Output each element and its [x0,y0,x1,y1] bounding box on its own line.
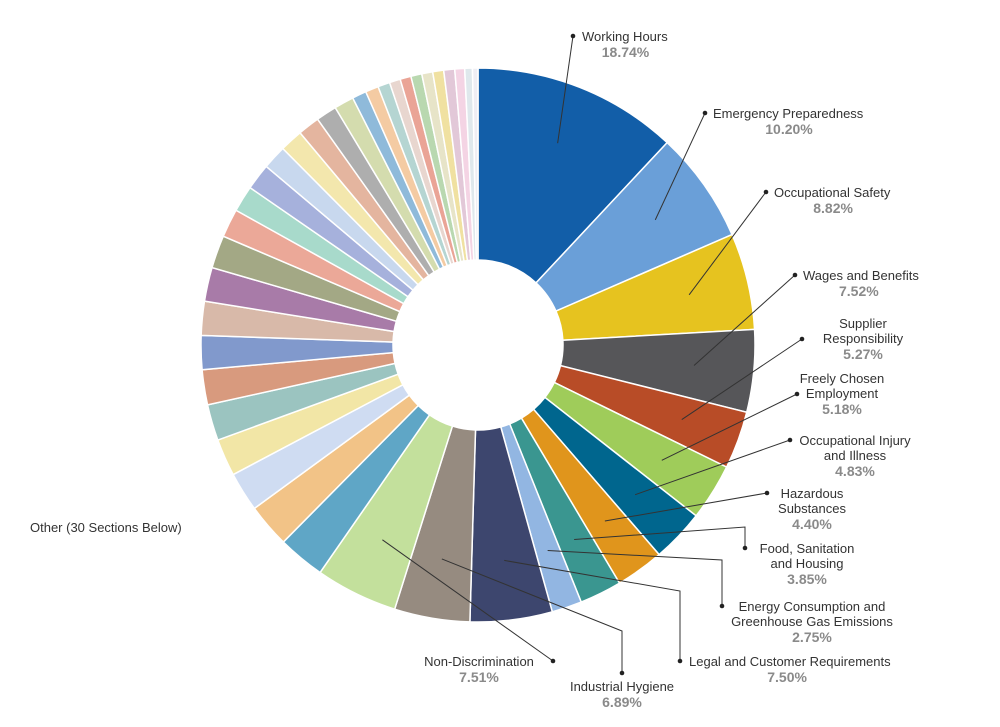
leader-line-2 [688,191,767,296]
slice-percent-7: 4.40% [792,516,832,532]
slice-label-7-line-1: Substances [778,501,846,516]
slice-percent-12: 7.51% [459,669,499,685]
slice-label-10-line-0: Legal and Customer Requirements [689,654,891,669]
leader-dot-6 [787,437,793,443]
other-slice-29 [471,67,479,261]
slice-label-1-line-0: Emergency Preparedness [713,106,864,121]
slice-label-12-line-0: Non-Discrimination [424,654,534,669]
leader-line-0 [557,35,574,144]
slice-percent-10: 7.50% [767,669,807,685]
slice-label-9-line-1: Greenhouse Gas Emissions [731,614,893,629]
slice-label-9-line-0: Energy Consumption and [739,599,886,614]
slice-label-6-line-0: Occupational Injury [799,433,911,448]
slice-percent-3: 7.52% [839,283,879,299]
slice-label-11-line-0: Industrial Hygiene [570,679,674,694]
leader-line-11 [441,558,623,673]
leader-dot-11 [619,670,625,676]
leader-dot-10 [677,658,683,664]
slice-percent-11: 6.89% [602,694,642,710]
slice-label-7-line-0: Hazardous [781,486,844,501]
leader-line-6 [634,439,791,496]
slice-label-3-line-0: Wages and Benefits [803,268,919,283]
leader-line-1 [654,112,706,221]
slice-percent-1: 10.20% [765,121,813,137]
slice-percent-0: 18.74% [602,44,650,60]
leader-line-8 [574,526,746,548]
slice-label-0-line-0: Working Hours [582,29,668,44]
slice-label-4-line-1: Responsibility [823,331,904,346]
slice-percent-5: 5.18% [822,401,862,417]
slice-label-8-line-1: and Housing [771,556,844,571]
slice-label-5-line-0: Freely Chosen [800,371,885,386]
leader-dot-8 [742,545,748,551]
other-sections-label: Other (30 Sections Below) [30,520,182,535]
leader-dot-12 [550,658,556,664]
leader-dot-3 [792,272,798,278]
leader-line-12 [382,539,554,662]
slice-label-5-line-1: Employment [806,386,879,401]
slice-percent-6: 4.83% [835,463,875,479]
leader-dot-0 [570,33,576,39]
slice-percent-9: 2.75% [792,629,832,645]
leader-dot-2 [763,189,769,195]
slice-percent-4: 5.27% [843,346,883,362]
slice-label-4-line-0: Supplier [839,316,887,331]
leader-line-9 [547,550,723,606]
chart-slices [200,67,756,623]
slice-0 [477,67,669,284]
leader-line-4 [681,338,803,421]
leader-line-5 [661,393,798,461]
leader-line-10 [504,559,681,661]
leader-dot-7 [764,490,770,496]
slice-label-2-line-0: Occupational Safety [774,185,891,200]
leader-line-3 [693,274,796,366]
slice-label-8-line-0: Food, Sanitation [760,541,855,556]
leader-dot-9 [719,603,725,609]
slice-percent-8: 3.85% [787,571,827,587]
leader-dot-5 [794,391,800,397]
slice-percent-2: 8.82% [813,200,853,216]
leader-line-7 [604,492,768,522]
leader-dot-4 [799,336,805,342]
slice-label-6-line-1: and Illness [824,448,887,463]
leader-dot-1 [702,110,708,116]
